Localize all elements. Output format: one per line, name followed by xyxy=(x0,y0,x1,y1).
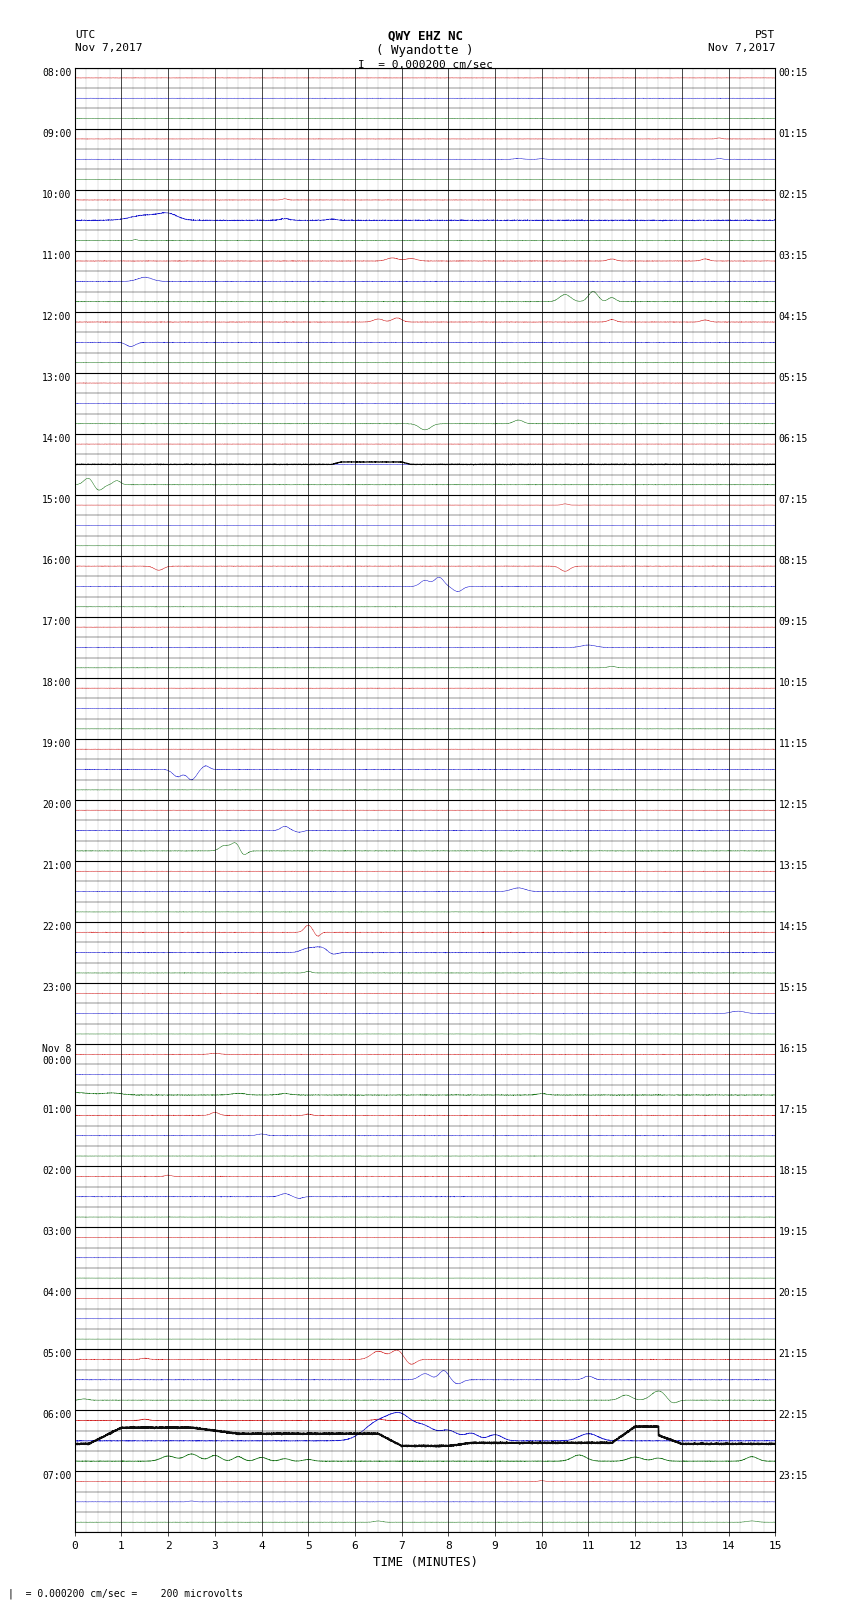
Text: 18:00: 18:00 xyxy=(42,677,71,689)
Text: 01:15: 01:15 xyxy=(779,129,808,139)
Text: PST: PST xyxy=(755,31,775,40)
Text: 14:15: 14:15 xyxy=(779,923,808,932)
Text: 13:00: 13:00 xyxy=(42,373,71,382)
Text: ( Wyandotte ): ( Wyandotte ) xyxy=(377,44,473,56)
Text: 17:15: 17:15 xyxy=(779,1105,808,1115)
Text: 11:00: 11:00 xyxy=(42,252,71,261)
Text: 05:00: 05:00 xyxy=(42,1348,71,1360)
Text: 22:00: 22:00 xyxy=(42,923,71,932)
Text: 17:00: 17:00 xyxy=(42,618,71,627)
Text: 04:15: 04:15 xyxy=(779,311,808,323)
Text: Nov 7,2017: Nov 7,2017 xyxy=(708,44,775,53)
Text: 15:15: 15:15 xyxy=(779,984,808,994)
Text: 16:00: 16:00 xyxy=(42,556,71,566)
Text: QWY EHZ NC: QWY EHZ NC xyxy=(388,29,462,42)
Text: 00:15: 00:15 xyxy=(779,68,808,77)
Text: 08:15: 08:15 xyxy=(779,556,808,566)
Text: 07:15: 07:15 xyxy=(779,495,808,505)
Text: 06:00: 06:00 xyxy=(42,1410,71,1421)
Text: 19:15: 19:15 xyxy=(779,1227,808,1237)
Text: 03:00: 03:00 xyxy=(42,1227,71,1237)
Text: 13:15: 13:15 xyxy=(779,861,808,871)
Text: 23:00: 23:00 xyxy=(42,984,71,994)
Text: UTC: UTC xyxy=(75,31,95,40)
Text: Nov 8
00:00: Nov 8 00:00 xyxy=(42,1044,71,1066)
Text: Nov 7,2017: Nov 7,2017 xyxy=(75,44,142,53)
Text: 10:00: 10:00 xyxy=(42,190,71,200)
Text: 16:15: 16:15 xyxy=(779,1044,808,1055)
Text: 08:00: 08:00 xyxy=(42,68,71,77)
Text: 19:00: 19:00 xyxy=(42,739,71,748)
Text: 02:00: 02:00 xyxy=(42,1166,71,1176)
Text: 21:00: 21:00 xyxy=(42,861,71,871)
Text: 12:15: 12:15 xyxy=(779,800,808,810)
Text: 03:15: 03:15 xyxy=(779,252,808,261)
Text: 10:15: 10:15 xyxy=(779,677,808,689)
Text: 07:00: 07:00 xyxy=(42,1471,71,1481)
Text: 18:15: 18:15 xyxy=(779,1166,808,1176)
Text: 20:15: 20:15 xyxy=(779,1289,808,1298)
Text: 23:15: 23:15 xyxy=(779,1471,808,1481)
Text: 15:00: 15:00 xyxy=(42,495,71,505)
Text: 02:15: 02:15 xyxy=(779,190,808,200)
Text: 21:15: 21:15 xyxy=(779,1348,808,1360)
Text: 09:00: 09:00 xyxy=(42,129,71,139)
Text: 22:15: 22:15 xyxy=(779,1410,808,1421)
Text: 01:00: 01:00 xyxy=(42,1105,71,1115)
Text: |  = 0.000200 cm/sec =    200 microvolts: | = 0.000200 cm/sec = 200 microvolts xyxy=(8,1589,243,1598)
Text: 09:15: 09:15 xyxy=(779,618,808,627)
Text: 05:15: 05:15 xyxy=(779,373,808,382)
Text: 04:00: 04:00 xyxy=(42,1289,71,1298)
Text: 06:15: 06:15 xyxy=(779,434,808,444)
Text: 11:15: 11:15 xyxy=(779,739,808,748)
Text: 20:00: 20:00 xyxy=(42,800,71,810)
X-axis label: TIME (MINUTES): TIME (MINUTES) xyxy=(372,1555,478,1568)
Text: 12:00: 12:00 xyxy=(42,311,71,323)
Text: I  = 0.000200 cm/sec: I = 0.000200 cm/sec xyxy=(358,60,492,69)
Text: 14:00: 14:00 xyxy=(42,434,71,444)
